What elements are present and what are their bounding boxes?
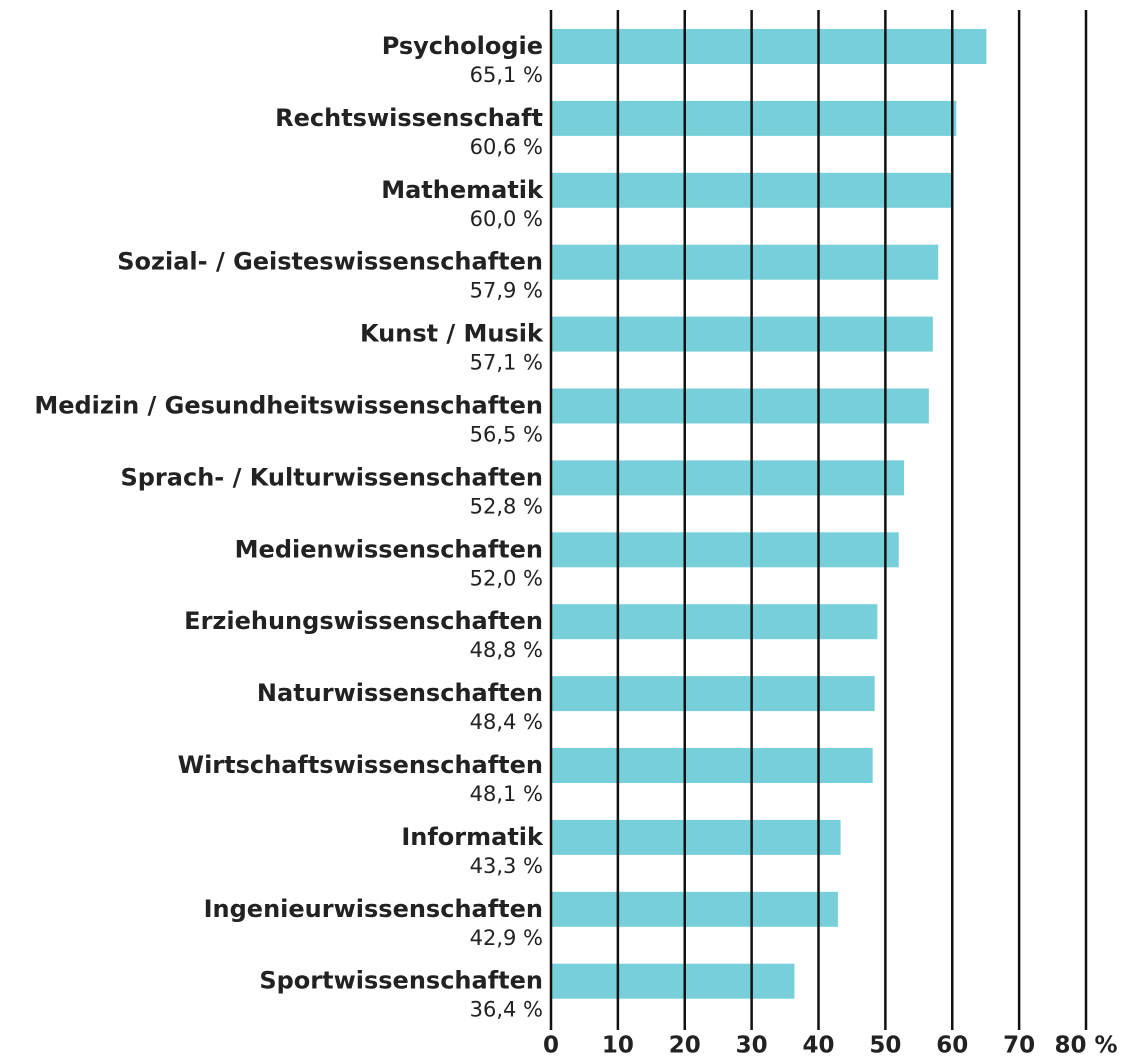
bar [551, 963, 795, 999]
bar [551, 748, 873, 783]
category-label: Ingenieurwissenschaften [204, 895, 543, 923]
bar [551, 532, 899, 568]
category-label: Wirtschaftswissenschaften [178, 751, 543, 779]
value-label: 60,0 % [470, 207, 543, 231]
category-label: Medienwissenschaften [235, 535, 543, 563]
category-label: Rechtswissenschaft [275, 104, 543, 132]
value-label: 43,3 % [470, 854, 543, 878]
value-label: 52,8 % [470, 494, 543, 518]
bar [551, 316, 933, 352]
x-tick-label: 40 [802, 1033, 834, 1057]
bar [551, 604, 878, 640]
x-tick-label: 10 [602, 1033, 634, 1057]
x-tick-label: 70 [1003, 1033, 1035, 1057]
category-label: Sozial- / Geisteswissenschaften [117, 248, 543, 276]
category-label: Mathematik [381, 176, 544, 204]
bar [551, 29, 987, 64]
bar [551, 891, 838, 927]
category-label: Psychologie [382, 32, 543, 60]
category-label: Kunst / Musik [360, 320, 544, 348]
value-label: 60,6 % [470, 135, 543, 159]
x-tick-label: 20 [669, 1033, 701, 1057]
category-label: Sprach- / Kulturwissenschaften [120, 463, 543, 491]
x-tick-label: 30 [736, 1033, 768, 1057]
value-label: 48,8 % [470, 638, 543, 662]
bar [551, 819, 841, 855]
value-label: 48,4 % [470, 710, 543, 734]
category-label: Medizin / Gesundheitswissenschaften [34, 392, 543, 420]
x-tick-label: 60 [936, 1033, 968, 1057]
value-label: 48,1 % [470, 782, 543, 806]
category-label: Erziehungswissenschaften [184, 607, 543, 635]
category-label: Sportwissenschaften [259, 967, 543, 995]
x-tick-label: 80 % [1054, 1033, 1117, 1057]
bar [551, 676, 875, 712]
x-tick-label: 0 [543, 1033, 559, 1057]
value-label: 42,9 % [470, 926, 543, 950]
value-label: 36,4 % [470, 998, 543, 1022]
bar [551, 388, 929, 424]
value-label: 65,1 % [470, 63, 543, 87]
bar [551, 100, 957, 136]
value-label: 52,0 % [470, 566, 543, 590]
category-label: Informatik [401, 823, 544, 851]
bar [551, 244, 939, 280]
x-tick-label: 50 [869, 1033, 901, 1057]
bar [551, 460, 905, 496]
category-label: Naturwissenschaften [257, 679, 543, 707]
value-label: 57,1 % [470, 351, 543, 375]
value-label: 56,5 % [470, 423, 543, 447]
value-label: 57,9 % [470, 279, 543, 303]
